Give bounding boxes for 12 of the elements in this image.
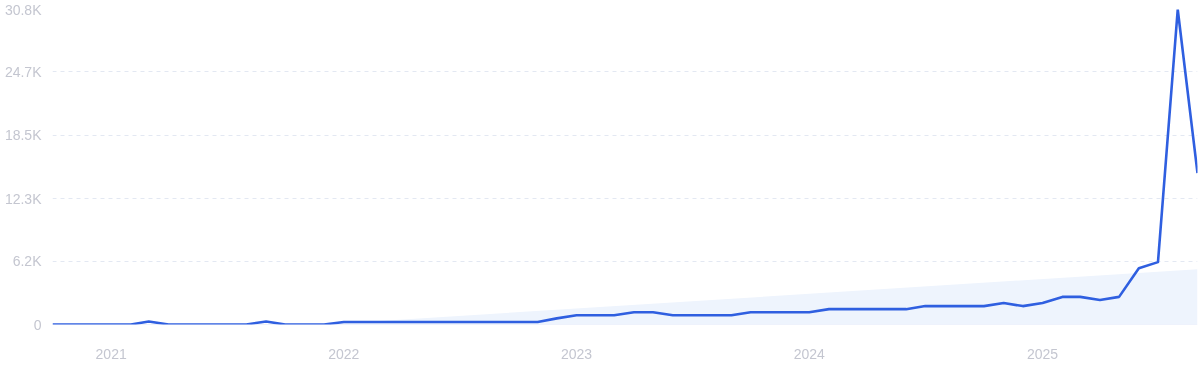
x-tick-label: 2024 (793, 345, 826, 362)
y-tick-label: 24.7K (4, 63, 43, 80)
x-tick-label: 2025 (1027, 345, 1059, 362)
x-tick-label: 2023 (560, 345, 593, 362)
x-tick-label: 2022 (328, 345, 360, 362)
y-tick-label: 30.8K (4, 1, 43, 18)
y-tick-label: 12.3K (4, 190, 43, 207)
y-tick-label: 6.2K (12, 253, 43, 270)
y-tick-label: 18.5K (4, 127, 43, 144)
line-series (52, 9, 1198, 325)
x-tick-label: 2021 (95, 345, 127, 362)
y-tick-label: 0 (33, 316, 42, 333)
